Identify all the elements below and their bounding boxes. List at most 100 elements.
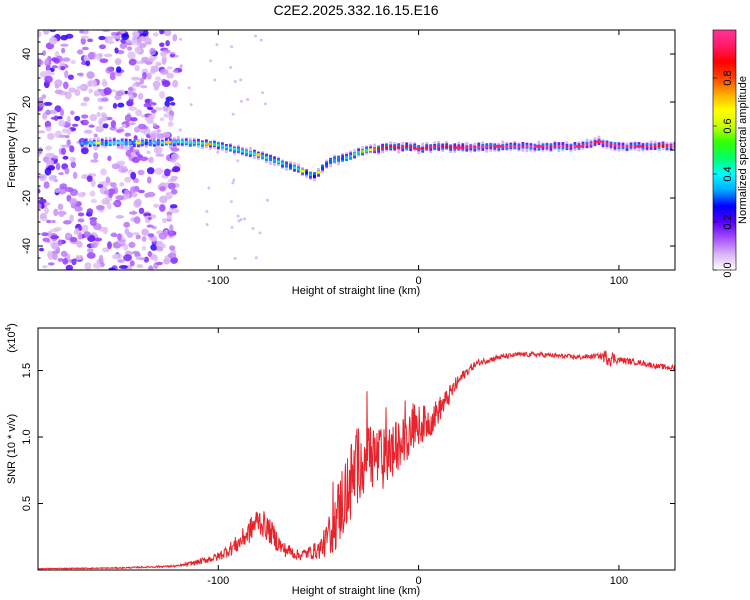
noise-cell: [60, 144, 69, 148]
noise-cell: [90, 159, 99, 163]
noise-cell: [135, 234, 141, 240]
noise-cell: [236, 159, 240, 163]
noise-cell: [46, 159, 55, 167]
noise-cell: [82, 46, 89, 51]
noise-cell: [146, 167, 155, 175]
noise-cell: [58, 134, 67, 138]
ridge-cell: [112, 141, 116, 145]
noise-cell: [207, 186, 211, 190]
ridge-cell: [605, 142, 609, 145]
noise-cell: [150, 65, 160, 73]
ridge-cell: [132, 141, 136, 145]
noise-cell: [87, 51, 95, 60]
noise-cell: [172, 166, 181, 173]
y-tick-label: 0.5: [21, 496, 33, 511]
noise-cell: [79, 30, 84, 34]
ridge-cell: [100, 141, 104, 145]
noise-cell: [65, 91, 72, 100]
ridge-cell: [393, 145, 397, 149]
ridge-cell: [533, 145, 537, 148]
noise-cell: [69, 214, 74, 223]
ridge-cell: [140, 141, 144, 145]
noise-cell: [161, 218, 168, 223]
ridge-cell: [313, 175, 316, 178]
noise-cell: [146, 224, 154, 228]
ridge-cell: [241, 149, 244, 153]
noise-cell: [95, 125, 104, 133]
noise-cell: [89, 190, 96, 197]
noise-cell: [55, 162, 61, 171]
noise-cell: [86, 208, 94, 215]
x-tick-label: 0: [416, 275, 422, 287]
ridge-cell: [665, 144, 669, 147]
noise-cell: [110, 120, 117, 128]
noise-cell: [108, 267, 116, 270]
noise-cell: [47, 132, 55, 140]
noise-cell: [251, 226, 255, 230]
noise-cell: [128, 211, 138, 215]
noise-cell: [229, 66, 233, 69]
ridge-cell: [489, 143, 493, 148]
noise-cell: [60, 43, 69, 47]
ridge-cell: [84, 141, 88, 145]
noise-cell: [53, 115, 59, 121]
noise-cell: [65, 187, 74, 192]
noise-cell: [115, 195, 125, 201]
x-tick-label: -100: [207, 275, 229, 287]
noise-cell: [93, 90, 101, 97]
noise-cell: [158, 232, 168, 240]
ridge-cell: [529, 145, 533, 148]
ridge-cell: [569, 145, 573, 148]
noise-cell: [81, 114, 89, 119]
noise-cell: [141, 236, 147, 242]
noise-cell: [74, 228, 80, 235]
noise-cell: [52, 250, 59, 254]
noise-cell: [43, 181, 50, 189]
noise-cell: [89, 114, 98, 122]
ridge-cell: [425, 146, 429, 149]
noise-cell: [101, 114, 108, 122]
noise-cell: [65, 232, 71, 239]
noise-cell: [42, 237, 50, 242]
noise-cell: [123, 243, 129, 251]
noise-cell: [166, 214, 172, 221]
noise-cell: [39, 71, 49, 78]
ridge-hotspot: [135, 141, 142, 145]
ridge-cell: [245, 150, 248, 154]
ridge-cell: [673, 144, 675, 147]
ridge-cell: [345, 156, 348, 160]
noise-cell: [162, 105, 168, 112]
ridge-cell: [649, 144, 653, 148]
noise-cell: [229, 200, 233, 204]
noise-cell: [239, 78, 243, 82]
noise-cell: [156, 246, 164, 252]
noise-cell: [163, 257, 171, 265]
noise-cell: [87, 38, 93, 43]
noise-cell: [157, 129, 161, 133]
noise-cell: [45, 126, 52, 132]
noise-cell: [216, 150, 220, 154]
noise-cell: [124, 176, 132, 183]
ridge-cell: [429, 146, 433, 149]
ridge-cell: [285, 163, 288, 167]
noise-cell: [98, 254, 104, 263]
noise-cell: [38, 147, 43, 155]
noise-cell: [45, 152, 54, 158]
ridge-cell: [561, 142, 565, 148]
colorbar-tick-label: 0.6: [722, 118, 734, 133]
noise-cell: [107, 40, 115, 45]
noise-cell: [62, 155, 69, 160]
ridge-cell: [549, 144, 553, 151]
noise-cell: [54, 188, 60, 193]
noise-cell: [141, 228, 150, 236]
noise-cell: [139, 128, 148, 134]
noise-cell: [100, 168, 107, 176]
ridge-cell: [401, 145, 405, 149]
noise-cell: [209, 59, 213, 63]
colorbar: 0.0 0.2 0.4 0.6 0.8 Normalized spectral ampl…: [712, 29, 749, 278]
noise-cell: [128, 106, 138, 111]
ridge-cell: [549, 145, 553, 148]
ridge-cell: [201, 141, 204, 145]
ridge-cell: [489, 145, 493, 148]
ridge-cell: [657, 144, 661, 147]
